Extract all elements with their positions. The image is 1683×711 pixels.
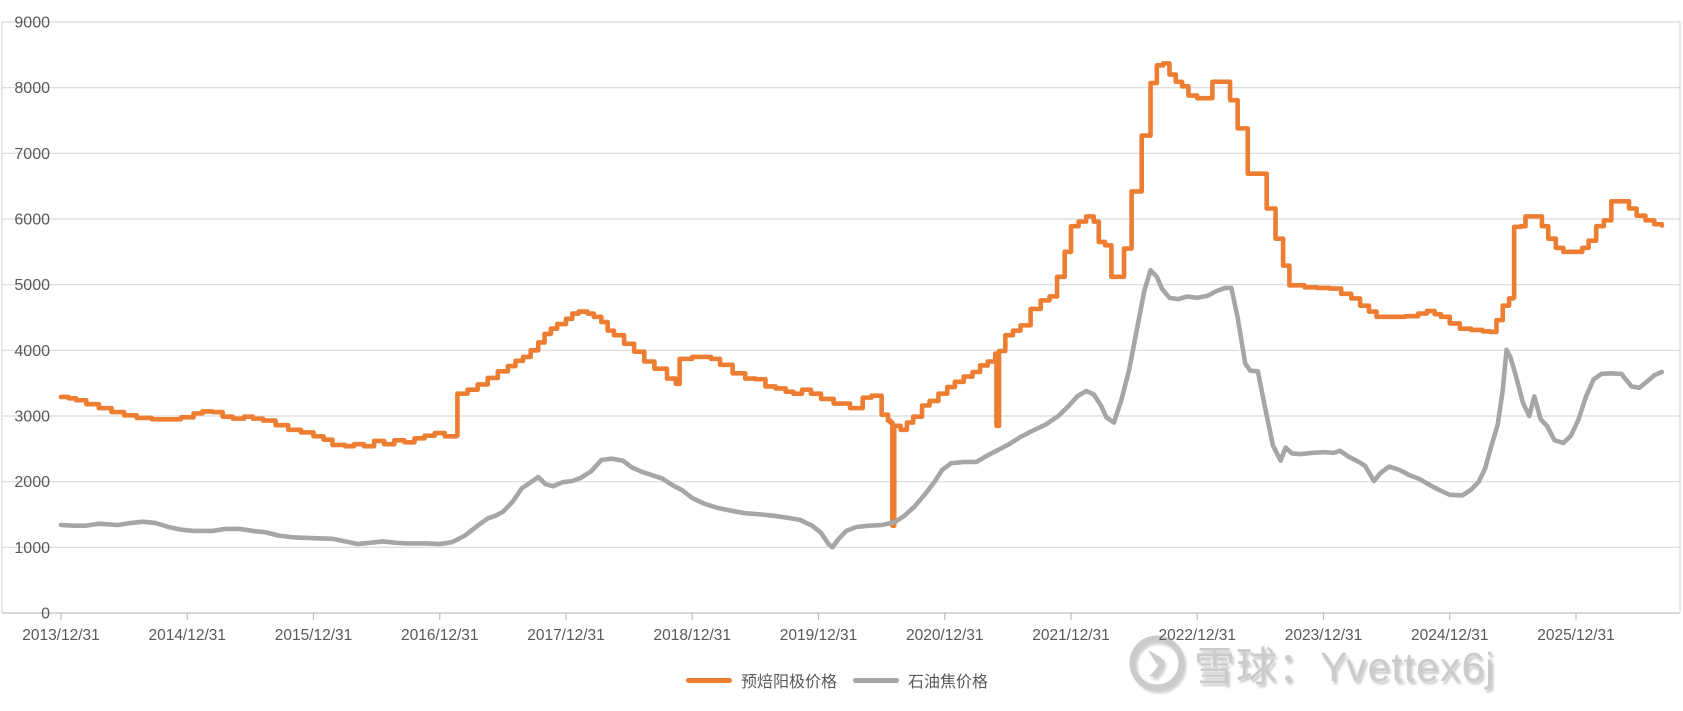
series-line-petcoke-price xyxy=(58,267,1665,550)
x-axis-label: 2021/12/31 xyxy=(1032,627,1110,644)
legend-item-anode: 预焙阳极价格 xyxy=(686,668,837,692)
y-axis-label: 0 xyxy=(41,606,50,623)
y-axis-label: 9000 xyxy=(14,15,50,32)
x-axis-label: 2025/12/31 xyxy=(1537,627,1615,644)
legend-item-coke: 石油焦价格 xyxy=(853,668,988,692)
x-axis-label: 2020/12/31 xyxy=(906,627,984,644)
watermark-text: 雪球：Yvettex6j xyxy=(1194,644,1496,690)
xueqiu-logo-icon xyxy=(1128,634,1186,692)
xueqiu-watermark: 雪球：Yvettex6j xyxy=(1128,633,1495,693)
x-axis-label: 2019/12/31 xyxy=(780,627,858,644)
x-axis-label: 2023/12/31 xyxy=(1285,627,1363,644)
chart-legend: 预焙阳极价格 石油焦价格 xyxy=(686,668,988,692)
x-axis-label: 2018/12/31 xyxy=(653,627,731,644)
x-axis-label: 2017/12/31 xyxy=(527,627,605,644)
legend-line-swatch-anode xyxy=(686,677,732,683)
x-axis-label: 2015/12/31 xyxy=(275,627,353,644)
legend-label-coke: 石油焦价格 xyxy=(908,674,989,691)
y-axis-label: 4000 xyxy=(14,343,50,360)
legend-label-anode: 预焙阳极价格 xyxy=(741,674,838,691)
y-axis-label: 2000 xyxy=(14,474,50,491)
x-axis-label: 2016/12/31 xyxy=(401,627,479,644)
x-axis-label: 2022/12/31 xyxy=(1158,627,1236,644)
y-axis-label: 1000 xyxy=(14,540,50,557)
y-axis-label: 8000 xyxy=(14,80,50,97)
series-line-anode-price xyxy=(58,61,1665,528)
legend-line-swatch-coke xyxy=(853,677,900,683)
y-axis-label: 7000 xyxy=(14,146,50,163)
x-axis-label: 2014/12/31 xyxy=(148,627,226,644)
x-axis-label: 2024/12/31 xyxy=(1411,627,1489,644)
x-axis-label: 2013/12/31 xyxy=(22,627,100,644)
y-axis-label: 3000 xyxy=(14,409,50,426)
y-axis-label: 5000 xyxy=(14,277,50,294)
y-axis-label: 6000 xyxy=(14,212,50,229)
